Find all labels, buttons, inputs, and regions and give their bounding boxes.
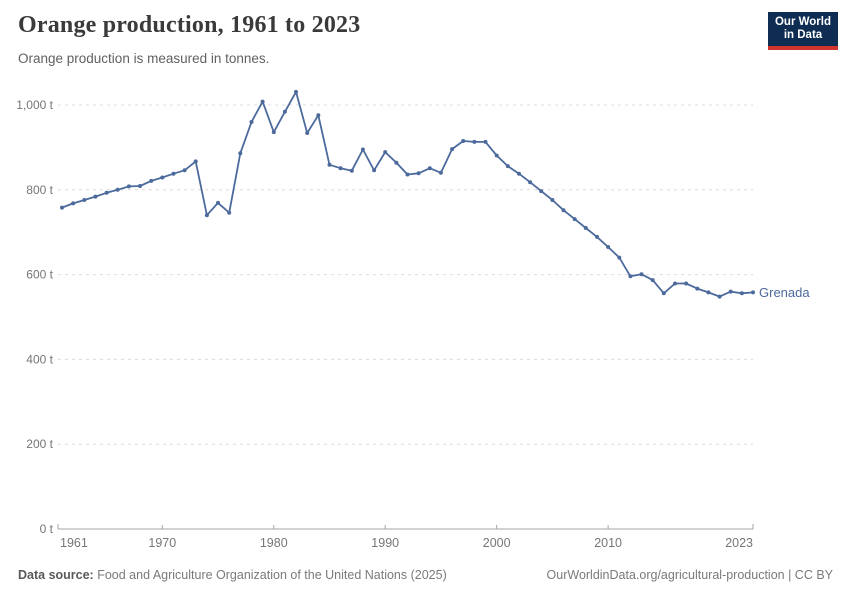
data-point-marker[interactable] <box>550 198 555 202</box>
y-tick-label: 400 t <box>26 352 53 366</box>
data-point-marker[interactable] <box>327 162 332 167</box>
x-tick-label: 2000 <box>483 536 511 550</box>
data-point-marker[interactable] <box>394 160 399 165</box>
data-point-marker[interactable] <box>650 278 655 283</box>
data-point-marker[interactable] <box>528 180 533 185</box>
data-point-marker[interactable] <box>271 130 276 135</box>
y-tick-label: 1,000 t <box>16 98 53 112</box>
data-point-marker[interactable] <box>60 205 64 210</box>
data-point-marker[interactable] <box>93 194 98 199</box>
data-point-marker[interactable] <box>661 291 666 296</box>
data-point-marker[interactable] <box>193 159 198 164</box>
x-tick-label: 1970 <box>148 536 176 550</box>
data-point-marker[interactable] <box>472 139 477 144</box>
data-point-marker[interactable] <box>294 89 298 94</box>
data-point-marker[interactable] <box>438 170 443 175</box>
data-source-label: Data source: <box>18 568 94 582</box>
data-point-marker[interactable] <box>427 166 432 171</box>
data-point-marker[interactable] <box>717 294 722 299</box>
data-point-marker[interactable] <box>583 226 588 230</box>
data-point-marker[interactable] <box>684 281 689 286</box>
data-point-marker[interactable] <box>572 217 577 222</box>
data-point-marker[interactable] <box>238 151 243 156</box>
data-point-marker[interactable] <box>695 286 700 291</box>
data-point-marker[interactable] <box>249 120 254 124</box>
data-point-marker[interactable] <box>405 172 410 177</box>
entity-label-grenada[interactable]: Grenada <box>759 285 810 300</box>
data-point-marker[interactable] <box>539 189 544 194</box>
y-tick-label: 800 t <box>26 183 53 197</box>
data-point-marker[interactable] <box>204 213 209 218</box>
data-point-marker[interactable] <box>104 190 109 195</box>
data-point-marker[interactable] <box>82 198 87 202</box>
data-point-marker[interactable] <box>115 187 120 192</box>
data-point-marker[interactable] <box>305 131 310 135</box>
data-point-marker[interactable] <box>739 291 744 296</box>
owid-logo-line1: Our World <box>774 16 831 28</box>
x-tick-label: 1990 <box>371 536 399 550</box>
data-point-marker[interactable] <box>372 168 377 173</box>
x-tick-label: 2010 <box>594 536 622 550</box>
x-tick-label: 2023 <box>725 536 753 550</box>
data-point-marker[interactable] <box>706 290 711 295</box>
owid-logo[interactable]: Our World in Data <box>768 12 838 50</box>
owid-logo-line2: in Data <box>783 29 823 41</box>
data-point-marker[interactable] <box>561 208 566 213</box>
data-point-marker[interactable] <box>138 184 142 188</box>
data-source: Data source: Food and Agriculture Organi… <box>18 568 447 582</box>
x-tick-label: 1961 <box>60 536 88 550</box>
x-tick-label: 1980 <box>260 536 288 550</box>
data-point-marker[interactable] <box>728 289 733 294</box>
data-point-marker[interactable] <box>71 201 76 206</box>
data-point-marker[interactable] <box>149 178 154 183</box>
data-point-marker[interactable] <box>517 171 521 176</box>
data-point-marker[interactable] <box>216 200 220 205</box>
data-point-marker[interactable] <box>316 113 321 118</box>
data-point-marker[interactable] <box>628 274 633 279</box>
data-point-marker[interactable] <box>751 290 755 295</box>
data-point-marker[interactable] <box>461 139 466 143</box>
data-point-marker[interactable] <box>182 168 187 173</box>
data-point-marker[interactable] <box>338 166 343 171</box>
data-point-marker[interactable] <box>349 168 354 173</box>
data-point-marker[interactable] <box>673 281 677 286</box>
data-point-marker[interactable] <box>383 150 388 155</box>
data-point-marker[interactable] <box>282 109 287 114</box>
data-source-text: Food and Agriculture Organization of the… <box>97 568 447 582</box>
page-title: Orange production, 1961 to 2023 <box>18 12 361 38</box>
data-point-marker[interactable] <box>416 171 421 176</box>
data-point-marker[interactable] <box>360 147 365 152</box>
owid-attribution-link[interactable]: OurWorldinData.org/agricultural-producti… <box>546 568 833 582</box>
data-point-marker[interactable] <box>595 234 599 239</box>
data-point-marker[interactable] <box>639 272 644 277</box>
data-point-marker[interactable] <box>160 175 165 180</box>
data-point-marker[interactable] <box>606 245 611 249</box>
data-point-marker[interactable] <box>483 139 488 144</box>
y-tick-label: 600 t <box>26 268 53 282</box>
data-point-marker[interactable] <box>227 210 232 215</box>
y-tick-label: 0 t <box>40 522 54 536</box>
data-point-marker[interactable] <box>617 255 622 260</box>
data-point-marker[interactable] <box>171 171 176 176</box>
data-point-marker[interactable] <box>260 99 265 104</box>
y-tick-label: 200 t <box>26 437 53 451</box>
chart-subtitle: Orange production is measured in tonnes. <box>18 51 270 66</box>
data-point-marker[interactable] <box>505 164 510 169</box>
data-point-marker[interactable] <box>450 147 455 152</box>
data-point-marker[interactable] <box>494 153 499 158</box>
series-line-grenada[interactable] <box>61 91 754 298</box>
data-point-marker[interactable] <box>126 184 131 189</box>
chart-footer: Data source: Food and Agriculture Organi… <box>18 568 833 582</box>
